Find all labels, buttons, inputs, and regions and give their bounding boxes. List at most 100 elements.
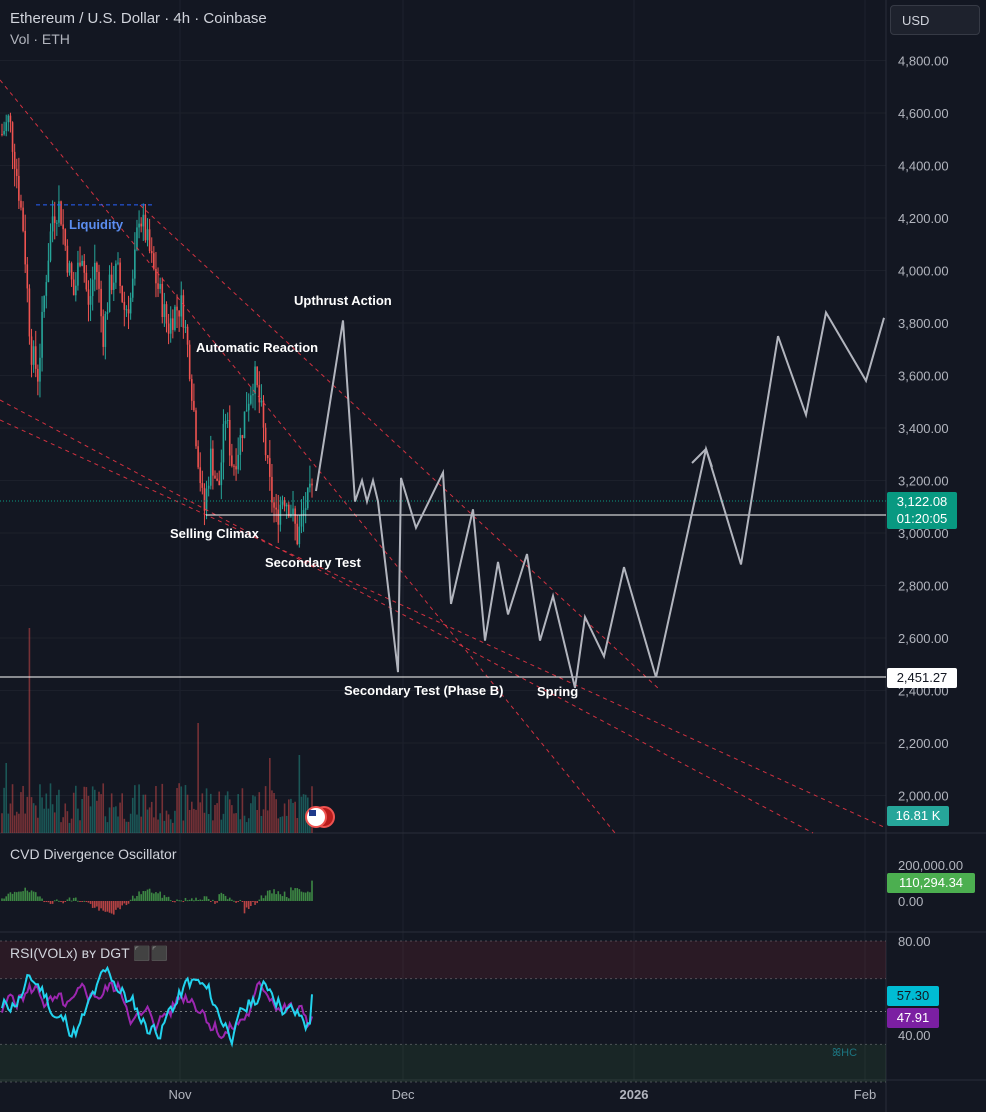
- cvd-bar: [26, 890, 29, 901]
- cvd-bar: [281, 896, 284, 901]
- volume-bar: [254, 796, 256, 833]
- cvd-bar: [72, 897, 75, 901]
- cvd-bar: [39, 896, 41, 901]
- candle-body: [169, 318, 172, 334]
- candle-body: [243, 411, 246, 439]
- candle-body: [56, 222, 58, 224]
- rsi-overbought-band: [0, 941, 886, 979]
- candle-body: [203, 487, 206, 511]
- volume-bar: [155, 786, 157, 833]
- horizontal-levels: [0, 500, 886, 678]
- trendline: [0, 419, 887, 829]
- rsi-axis-label: 80.00: [898, 934, 931, 949]
- candle-body: [190, 379, 193, 401]
- cvd-bar: [180, 900, 183, 902]
- candle-body: [212, 448, 214, 476]
- cvd-bar: [96, 901, 98, 907]
- candle-body: [254, 366, 256, 395]
- candle-body: [224, 420, 227, 424]
- volume-label: Vol · ETH: [10, 31, 70, 47]
- candle-body: [32, 346, 35, 365]
- volume-bar: [20, 792, 22, 833]
- support-price-tag: 2,451.27: [887, 668, 957, 688]
- cvd-bar: [157, 893, 159, 901]
- rsi-purple-line: [1, 980, 313, 1040]
- axis-labels: 4,800.00 4,600.00 4,400.00 4,200.00 4,000.00…: [168, 54, 963, 1103]
- secondary-test-phase-b-label: Secondary Test (Phase B): [344, 683, 503, 698]
- cvd-bar: [5, 896, 8, 901]
- candle-body: [271, 476, 273, 503]
- candle-body: [85, 272, 88, 290]
- volume-bar: [32, 803, 35, 833]
- cvd-bar: [100, 901, 102, 909]
- volume-bar: [24, 813, 26, 833]
- volume-bar: [212, 820, 214, 833]
- cvd-bar: [155, 892, 157, 901]
- cvd-bar: [153, 893, 155, 901]
- cvd-axis-label: 200,000.00: [898, 858, 963, 873]
- candle-body: [87, 289, 90, 305]
- volume-bar: [172, 822, 174, 833]
- time-axis-label: Nov: [168, 1087, 192, 1102]
- volume-bar: [288, 799, 290, 833]
- volume-bar: [22, 785, 24, 833]
- volume-bar: [26, 796, 29, 833]
- volume-bar: [140, 816, 142, 833]
- volume-bar: [83, 786, 86, 833]
- cvd-bar: [205, 896, 208, 901]
- candle-body: [138, 223, 140, 228]
- volume-bar: [43, 808, 45, 833]
- candle-body: [127, 309, 130, 314]
- cvd-bar: [218, 894, 221, 901]
- cvd-bar: [98, 901, 100, 911]
- cvd-bar: [184, 897, 187, 901]
- cvd-bar: [140, 894, 142, 901]
- annotations: Liquidity Upthrust Action Automatic Reacti…: [69, 217, 578, 699]
- candle-body: [112, 282, 115, 290]
- candle-body: [148, 229, 151, 251]
- trendline: [0, 399, 814, 834]
- current-price-tag: 3,122.08 01:20:05: [887, 492, 957, 529]
- candle-body: [58, 201, 60, 223]
- volume-bar: [30, 797, 33, 833]
- currency-button[interactable]: USD: [890, 5, 980, 35]
- candle-body: [233, 465, 235, 467]
- candle-body: [11, 122, 14, 152]
- candle-body: [275, 507, 277, 510]
- cvd-bar: [93, 901, 96, 908]
- candle-body: [165, 304, 168, 324]
- countdown-value: 01:20:05: [896, 511, 948, 526]
- cvd-bar: [45, 901, 48, 902]
- candle-body: [34, 346, 37, 369]
- cvd-bar: [174, 901, 176, 903]
- cvd-bar: [138, 891, 140, 901]
- cvd-bar: [119, 901, 121, 910]
- upthrust-label: Upthrust Action: [294, 293, 392, 308]
- volume-bar: [199, 802, 202, 833]
- rsi-purple-tag: 47.91: [887, 1008, 939, 1028]
- volume-bar: [18, 813, 20, 833]
- volume-bar: [214, 804, 216, 833]
- volume-bar: [300, 796, 303, 833]
- candle-body: [176, 306, 178, 311]
- cvd-bar: [311, 880, 313, 901]
- volume-bar: [41, 797, 43, 833]
- cvd-bar: [288, 898, 290, 901]
- cvd-bar: [273, 889, 275, 901]
- volume-bar: [205, 788, 208, 833]
- volume-bar: [224, 795, 227, 833]
- price-axis-label: 3,400.00: [898, 421, 949, 436]
- cvd-bar: [260, 895, 263, 901]
- volume-bar: [62, 817, 64, 833]
- cvd-bar: [32, 891, 35, 901]
- candle-body: [207, 485, 210, 489]
- candle-body: [277, 509, 280, 525]
- cvd-bar: [62, 901, 64, 904]
- candle-body: [119, 262, 121, 286]
- candle-body: [125, 309, 128, 311]
- candle-body: [298, 526, 301, 545]
- cvd-bar: [112, 901, 115, 915]
- volume-bar: [75, 785, 77, 833]
- price-axis-label: 2,800.00: [898, 579, 949, 594]
